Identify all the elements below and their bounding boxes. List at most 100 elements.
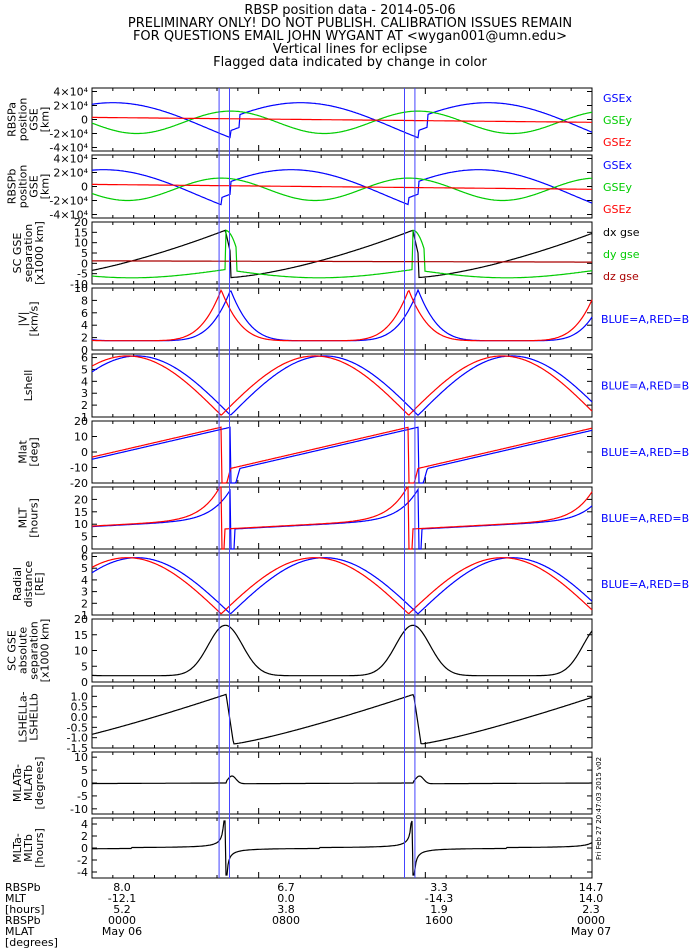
y-tick-label: 20 bbox=[74, 216, 88, 229]
footer-value: 0000 bbox=[108, 914, 136, 927]
figure-title: RBSP position data - 2014-05-06 bbox=[244, 3, 456, 18]
y-axis-label: separation bbox=[28, 621, 41, 680]
y-axis-label: [km] bbox=[39, 174, 52, 200]
panel-frame bbox=[91, 221, 593, 285]
y-tick-label: 5 bbox=[81, 531, 88, 544]
y-tick-label: 0 bbox=[81, 676, 88, 689]
series-line bbox=[91, 288, 593, 342]
y-tick-label: -10 bbox=[70, 462, 88, 475]
y-tick-label: 15 bbox=[74, 629, 88, 642]
y-axis-label: [hours] bbox=[33, 828, 46, 868]
y-tick-label: 2 bbox=[81, 332, 88, 345]
timestamp-stamp: Fri Feb 27 20:47:03 2015 v02 bbox=[595, 757, 603, 860]
legend-label: dx gse bbox=[603, 226, 640, 239]
y-axis-label: RBSPa bbox=[6, 102, 19, 137]
y-tick-label: 1 bbox=[81, 411, 88, 424]
y-axis-label: [RE] bbox=[33, 572, 46, 595]
y-axis-label: SC GSE bbox=[6, 630, 19, 671]
panel: 20 10 0 -10 -20 Mlat[deg] BLUE=A,RED=B bbox=[17, 415, 690, 490]
series-line bbox=[92, 624, 593, 677]
y-tick-label: 5 bbox=[81, 562, 88, 575]
y-tick-label: -1.0 bbox=[67, 732, 88, 745]
legend-label: BLUE=A,RED=B bbox=[601, 313, 689, 326]
legend-label: GSEy bbox=[603, 114, 632, 127]
series-line bbox=[91, 487, 593, 550]
footer-row-label: RBSPb bbox=[5, 914, 41, 927]
y-axis-label: [km] bbox=[39, 107, 52, 133]
y-tick-label: 10 bbox=[74, 237, 88, 250]
legend-label: BLUE=A,RED=B bbox=[601, 578, 689, 591]
y-axis-label: separation bbox=[22, 224, 35, 283]
footer-row-label: MLAT bbox=[5, 925, 35, 938]
series-line bbox=[91, 557, 593, 615]
y-tick-label: 6 bbox=[81, 551, 88, 564]
footer-value: 6.7 bbox=[277, 881, 295, 894]
y-tick-label: 15 bbox=[74, 226, 88, 239]
y-tick-label: 0 bbox=[81, 344, 88, 357]
panel: 1.00.50.0-0.5-1.0-1.5 LSHELLa-LSHELLb bbox=[17, 685, 593, 755]
y-tick-label: -2×10⁴ bbox=[49, 128, 88, 141]
y-tick-label: -20 bbox=[70, 477, 88, 490]
footer-value: 0.0 bbox=[277, 892, 295, 905]
y-tick-label: 1 bbox=[81, 609, 88, 622]
y-tick-label: 3 bbox=[81, 586, 88, 599]
figure-header: RBSP position data - 2014-05-06 PRELIMIN… bbox=[0, 4, 700, 69]
y-axis-label: MLT bbox=[17, 507, 30, 528]
y-tick-label: 5 bbox=[81, 660, 88, 673]
footer-column: 14.7 14.0 2.3 0000 May 07 bbox=[561, 882, 621, 937]
y-tick-label: -2 bbox=[77, 854, 88, 867]
footer-value: 14.7 bbox=[578, 881, 604, 894]
footer-column: 8.0 -12.1 5.2 0000 May 06 bbox=[92, 882, 152, 937]
footer-value: 0000 bbox=[577, 914, 605, 927]
eclipse-note: Vertical lines for eclipse bbox=[272, 42, 428, 57]
y-tick-label: 2 bbox=[81, 830, 88, 843]
y-tick-label: -4×10⁴ bbox=[49, 142, 88, 155]
y-tick-label: 2 bbox=[81, 399, 88, 412]
y-axis-label: MLTa- bbox=[11, 833, 24, 863]
y-tick-label: 15 bbox=[74, 506, 88, 519]
y-tick-label: 8 bbox=[81, 294, 88, 307]
panel-frame bbox=[91, 618, 593, 683]
footer-row-label: RBSPb bbox=[5, 881, 41, 894]
legend-label: GSEy bbox=[603, 181, 632, 194]
legend-label: GSEx bbox=[603, 159, 632, 172]
legend-label: GSEx bbox=[603, 92, 632, 105]
y-axis-label: [km/s] bbox=[28, 301, 41, 336]
legend-label: BLUE=A,RED=B bbox=[601, 446, 689, 459]
footer-value: 1600 bbox=[425, 914, 453, 927]
y-axis-label: position bbox=[17, 165, 30, 209]
footer-value: 3.8 bbox=[277, 903, 295, 916]
y-tick-label: 0.5 bbox=[71, 701, 89, 714]
y-axis-label: Lshell bbox=[22, 370, 35, 402]
series-line bbox=[91, 693, 593, 745]
y-tick-label: 5 bbox=[81, 764, 88, 777]
y-axis-label: |V| bbox=[17, 312, 30, 327]
y-tick-label: 0 bbox=[81, 114, 88, 127]
y-tick-label: 0 bbox=[81, 446, 88, 459]
y-tick-label: 10 bbox=[74, 431, 88, 444]
y-tick-label: 10 bbox=[74, 282, 88, 295]
y-tick-label: 1.0 bbox=[71, 690, 89, 703]
y-tick-label: -10 bbox=[70, 278, 88, 291]
y-tick-label: 2 bbox=[81, 597, 88, 610]
footer-value: 5.2 bbox=[113, 903, 131, 916]
footer-value: 0800 bbox=[272, 914, 300, 927]
warning-line: PRELIMINARY ONLY! DO NOT PUBLISH. CALIBR… bbox=[127, 16, 573, 31]
series-line bbox=[91, 169, 593, 206]
y-tick-label: 0 bbox=[81, 842, 88, 855]
y-axis-label: position bbox=[17, 98, 30, 142]
y-axis-label: distance bbox=[22, 560, 35, 607]
footer-date: May 06 bbox=[101, 925, 143, 938]
footer-value: 2.3 bbox=[582, 903, 600, 916]
footer-value: 8.0 bbox=[113, 881, 131, 894]
series-line bbox=[91, 355, 593, 417]
y-tick-label: 0 bbox=[81, 777, 88, 790]
series-line bbox=[91, 110, 593, 135]
legend-label: BLUE=A,RED=B bbox=[601, 380, 689, 393]
footer-value: 14.0 bbox=[578, 892, 604, 905]
